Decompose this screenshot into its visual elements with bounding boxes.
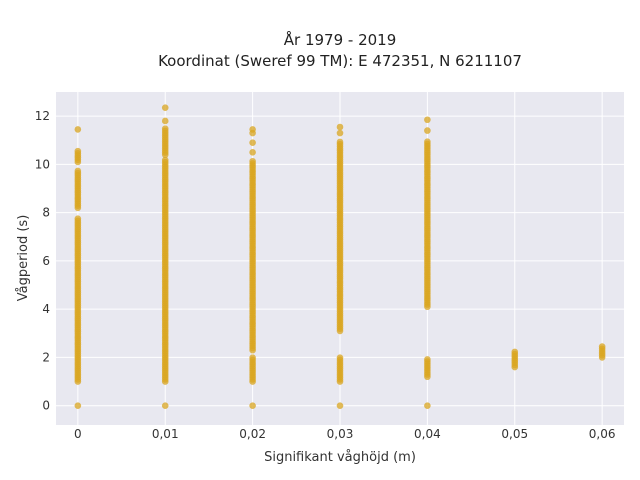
data-point bbox=[424, 127, 431, 134]
y-tick-labels: 0 2 4 6 8 10 12 bbox=[35, 109, 50, 413]
y-tick-label: 6 bbox=[42, 254, 50, 268]
data-point bbox=[249, 402, 256, 409]
y-tick-label: 10 bbox=[35, 157, 50, 171]
data-point bbox=[249, 126, 256, 133]
chart-title-line-2: Koordinat (Sweref 99 TM): E 472351, N 62… bbox=[158, 52, 522, 70]
y-axis-label: Vågperiod (s) bbox=[16, 215, 31, 302]
x-tick-label: 0,05 bbox=[501, 427, 528, 441]
data-point bbox=[74, 167, 82, 175]
data-point bbox=[511, 348, 519, 356]
x-tick-label: 0,06 bbox=[589, 427, 616, 441]
x-tick-label: 0,04 bbox=[414, 427, 441, 441]
x-tick-labels: 0 0,01 0,02 0,03 0,04 0,05 0,06 bbox=[74, 427, 615, 441]
chart-title-line-1: År 1979 - 2019 bbox=[284, 30, 397, 49]
data-point bbox=[336, 138, 344, 146]
x-tick-label: 0,02 bbox=[239, 427, 266, 441]
data-point bbox=[74, 126, 82, 133]
y-tick-label: 0 bbox=[42, 399, 50, 413]
data-point bbox=[336, 123, 344, 131]
data-point bbox=[249, 157, 256, 165]
data-point bbox=[249, 354, 256, 361]
x-tick-label: 0,03 bbox=[327, 427, 354, 441]
y-tick-label: 2 bbox=[42, 350, 50, 364]
data-point bbox=[424, 138, 431, 146]
x-tick-label: 0,01 bbox=[152, 427, 179, 441]
data-point bbox=[74, 402, 82, 409]
data-point bbox=[161, 104, 169, 111]
y-tick-label: 12 bbox=[35, 109, 50, 123]
y-tick-label: 8 bbox=[42, 206, 50, 220]
data-point bbox=[161, 125, 169, 132]
data-point bbox=[161, 117, 169, 125]
data-point bbox=[161, 156, 169, 164]
data-point bbox=[424, 402, 431, 409]
data-point bbox=[336, 402, 344, 409]
data-point bbox=[336, 129, 344, 137]
y-tick-label: 4 bbox=[42, 302, 50, 316]
x-tick-label: 0 bbox=[74, 427, 82, 441]
data-points bbox=[74, 104, 606, 409]
data-point bbox=[74, 215, 82, 222]
data-point bbox=[74, 147, 82, 155]
data-point bbox=[336, 354, 344, 361]
data-point bbox=[598, 343, 606, 350]
data-point bbox=[424, 116, 431, 124]
x-axis-label: Signifikant våghöjd (m) bbox=[264, 450, 416, 465]
data-point bbox=[249, 139, 256, 146]
data-point bbox=[249, 149, 256, 156]
data-point bbox=[424, 356, 431, 363]
data-point bbox=[161, 402, 169, 409]
